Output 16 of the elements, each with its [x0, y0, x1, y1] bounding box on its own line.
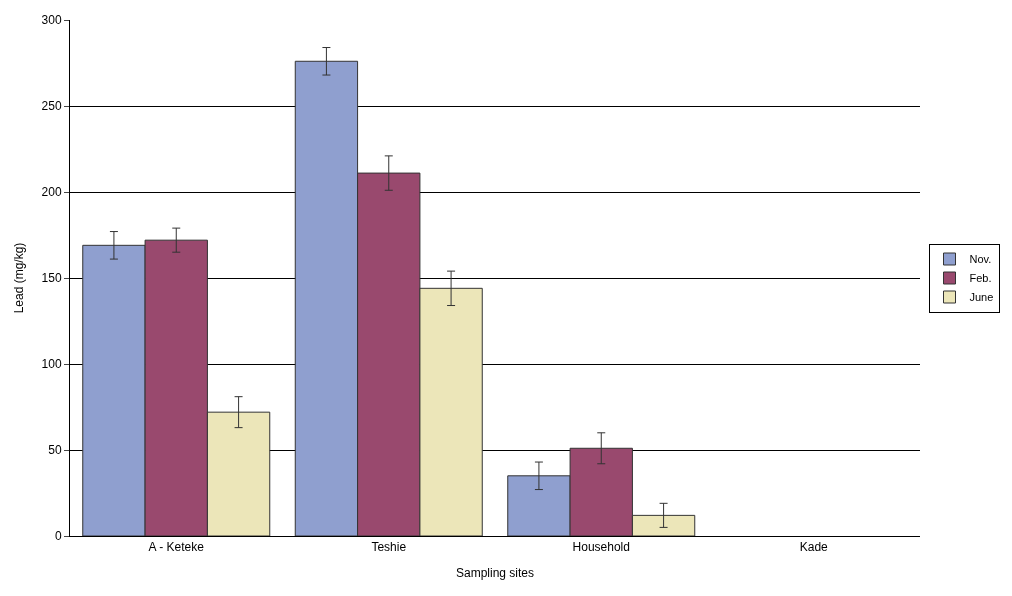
y-tick-label: 300: [41, 13, 62, 28]
y-tick-label: 50: [48, 443, 62, 458]
legend-label: Nov.: [969, 253, 992, 266]
y-axis-title: Lead (mg/kg): [11, 242, 26, 314]
x-tick-label: Teshie: [371, 540, 407, 555]
y-tick-label: 0: [54, 529, 62, 544]
x-tick-label: Kade: [799, 540, 829, 555]
x-tick-label: A - Keteke: [148, 540, 205, 555]
y-tick-label: 150: [41, 271, 62, 286]
y-tick-label: 200: [41, 185, 62, 200]
legend-label: Feb.: [969, 272, 992, 285]
x-tick-label: Household: [572, 540, 630, 555]
legend-label: June: [969, 291, 994, 304]
y-tick-label: 100: [41, 357, 62, 372]
x-axis-title: Sampling sites: [455, 566, 535, 581]
y-tick-label: 250: [41, 99, 62, 114]
